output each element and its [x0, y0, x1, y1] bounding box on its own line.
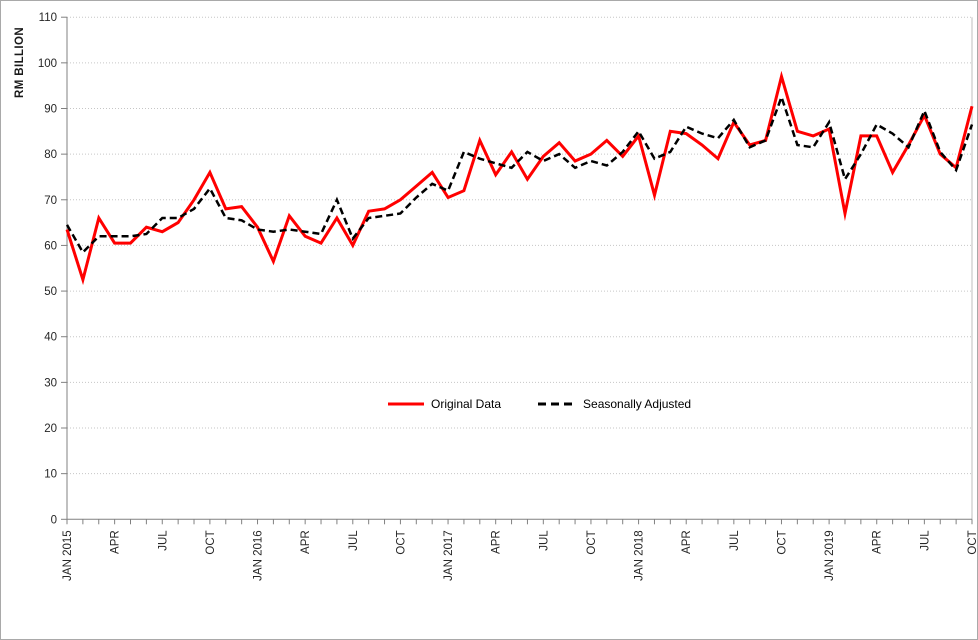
y-axis-title: RM BILLION: [14, 26, 26, 98]
y-tick-label-80: 80: [44, 149, 57, 161]
x-tick-label-JUL: JUL: [157, 530, 169, 551]
legend-line-dashed-icon: [538, 402, 577, 406]
series-line-original-data: [65, 70, 974, 286]
y-tick-label-50: 50: [44, 286, 57, 298]
y-tick-label-100: 100: [38, 58, 57, 70]
legend-label-original-data: Original Data: [431, 397, 502, 411]
x-tick-label-OCT: OCT: [205, 530, 217, 554]
x-tick-label-JUL: JUL: [919, 530, 931, 551]
x-tick-label-JAN 2019: JAN 2019: [824, 530, 836, 581]
x-tick-label-JAN 2015: JAN 2015: [62, 530, 74, 581]
x-tick-label-APR: APR: [110, 530, 122, 554]
x-tick-label-OCT: OCT: [395, 530, 407, 554]
legend-line-solid-icon: [388, 402, 424, 406]
y-tick-label-40: 40: [44, 332, 57, 344]
x-tick-label-JAN 2017: JAN 2017: [443, 530, 455, 581]
x-tick-label-JUL: JUL: [348, 530, 360, 551]
x-tick-label-JUL: JUL: [729, 530, 741, 551]
x-tick-label-JAN 2016: JAN 2016: [253, 530, 265, 581]
x-tick-label-OCT: OCT: [776, 530, 788, 554]
y-tick-label-10: 10: [44, 469, 57, 481]
series-line-seasonally-adjusted: [65, 93, 974, 255]
y-tick-label-60: 60: [44, 240, 57, 252]
y-tick-label-0: 0: [51, 514, 57, 526]
x-tick-label-OCT: OCT: [967, 530, 977, 554]
x-tick-label-APR: APR: [300, 530, 312, 554]
legend-item-seasonally-adjusted: Seasonally Adjusted: [537, 397, 691, 411]
y-tick-label-20: 20: [44, 423, 57, 435]
legend: Original Data Seasonally Adjusted: [387, 397, 691, 411]
x-tick-label-APR: APR: [872, 530, 884, 554]
y-tick-label-30: 30: [44, 377, 57, 389]
x-tick-label-APR: APR: [681, 530, 693, 554]
y-tick-label-70: 70: [44, 195, 57, 207]
x-tick-label-JUL: JUL: [538, 530, 550, 551]
x-tick-label-OCT: OCT: [586, 530, 598, 554]
legend-label-seasonally-adjusted: Seasonally Adjusted: [583, 397, 692, 411]
x-tick-label-JAN 2018: JAN 2018: [634, 530, 646, 581]
x-tick-label-APR: APR: [491, 530, 503, 554]
legend-item-original-data: Original Data: [387, 397, 501, 411]
y-tick-label-90: 90: [44, 103, 57, 115]
y-tick-label-110: 110: [39, 12, 57, 24]
